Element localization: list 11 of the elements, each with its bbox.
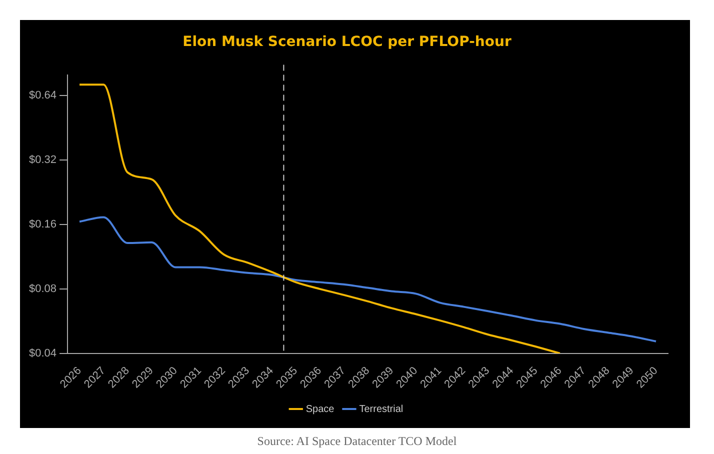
legend-label: Space [306,404,335,415]
source-note: Source: AI Space Datacenter TCO Model [256,434,458,449]
y-tick-label: $0.04 [28,347,57,360]
y-tick-label: $0.16 [28,218,57,230]
line-series [78,216,657,342]
line-series [78,84,561,354]
y-tick-label: $0.08 [28,282,57,295]
y-tick-label: $0.32 [28,154,57,166]
legend-label: Terrestrial [359,404,404,415]
y-tick-label: $0.64 [28,90,57,102]
chart-title: Elon Musk Scenario LCOC per PFLOP-hour [182,34,512,50]
